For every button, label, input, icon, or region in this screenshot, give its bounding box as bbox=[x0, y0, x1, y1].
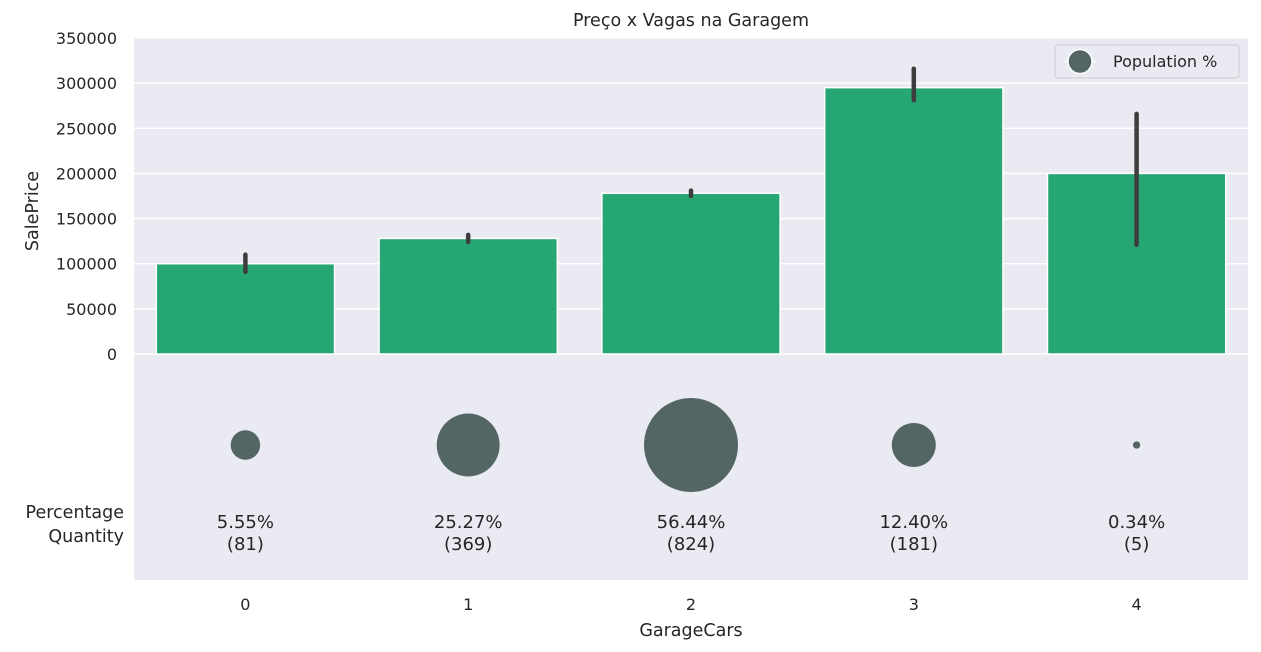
percentage-label: 56.44% bbox=[657, 512, 726, 533]
y-tick-label: 200000 bbox=[56, 164, 117, 183]
bar bbox=[601, 192, 781, 355]
x-tick-label: 3 bbox=[909, 595, 919, 614]
x-tick-label: 0 bbox=[240, 595, 250, 614]
y-tick-label: 100000 bbox=[56, 255, 117, 274]
bar bbox=[378, 237, 559, 355]
bar bbox=[155, 262, 336, 355]
quantity-label: (81) bbox=[227, 534, 264, 555]
chart-title: Preço x Vagas na Garagem bbox=[573, 11, 809, 31]
y-tick-label: 0 bbox=[107, 345, 117, 364]
percentage-label: 12.40% bbox=[879, 512, 948, 533]
x-tick-label: 2 bbox=[686, 595, 696, 614]
y-tick-label: 300000 bbox=[56, 74, 117, 93]
percentage-label: 5.55% bbox=[217, 512, 274, 533]
y-tick-label: 250000 bbox=[56, 119, 117, 138]
population-bubble bbox=[891, 422, 936, 468]
percentage-row-label: Percentage bbox=[26, 503, 124, 523]
legend-box bbox=[1054, 44, 1240, 79]
bar bbox=[823, 86, 1004, 355]
legend-marker bbox=[1067, 48, 1093, 75]
y-tick-label: 150000 bbox=[56, 210, 117, 229]
x-axis-label: GarageCars bbox=[639, 621, 742, 641]
population-bubble bbox=[230, 430, 261, 460]
percentage-label: 0.34% bbox=[1108, 512, 1165, 533]
quantity-label: (824) bbox=[667, 534, 715, 555]
population-bubble bbox=[644, 398, 738, 492]
population-bubble bbox=[436, 413, 500, 477]
x-tick-label: 1 bbox=[463, 595, 473, 614]
quantity-label: (181) bbox=[890, 534, 938, 555]
quantity-row-label: Quantity bbox=[48, 527, 124, 547]
percentage-label: 25.27% bbox=[434, 512, 503, 533]
y-axis-label: SalePrice bbox=[23, 171, 43, 251]
x-tick-label: 4 bbox=[1132, 595, 1142, 614]
y-tick-label: 350000 bbox=[56, 29, 117, 48]
quantity-label: (369) bbox=[444, 534, 492, 555]
y-tick-label: 50000 bbox=[66, 300, 117, 319]
legend-label: Population % bbox=[1113, 52, 1217, 71]
population-bubble bbox=[1132, 441, 1141, 449]
quantity-label: (5) bbox=[1124, 534, 1150, 555]
